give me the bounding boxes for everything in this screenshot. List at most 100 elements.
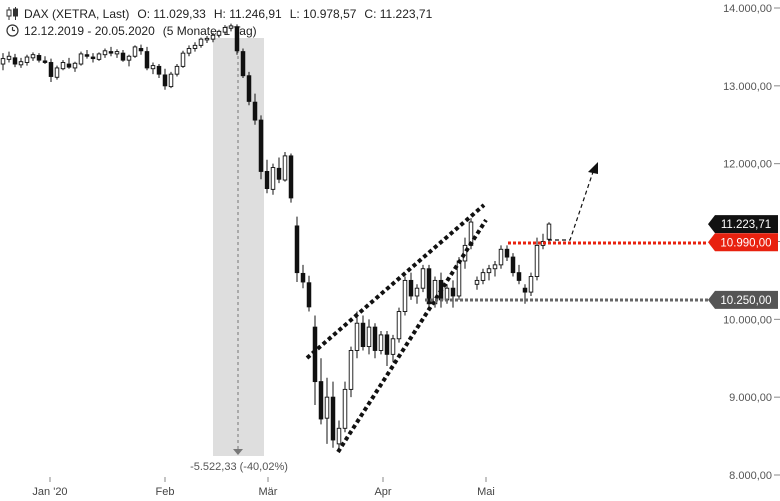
candle[interactable] <box>480 268 486 285</box>
candle[interactable] <box>324 377 330 444</box>
clock-icon[interactable] <box>6 24 19 37</box>
candle[interactable] <box>378 331 384 355</box>
candle[interactable] <box>18 57 24 68</box>
candle[interactable] <box>36 53 42 63</box>
candle[interactable] <box>426 264 432 308</box>
candle[interactable] <box>228 23 234 32</box>
candle[interactable] <box>384 331 390 367</box>
price-box[interactable]: 10.250,00 <box>708 290 778 309</box>
candle[interactable] <box>120 50 126 62</box>
candle[interactable] <box>504 245 510 261</box>
candle[interactable] <box>168 71 174 89</box>
candle[interactable] <box>252 93 258 125</box>
candle[interactable] <box>270 163 276 195</box>
candle-body <box>402 279 408 312</box>
candle-body <box>204 37 210 41</box>
candle-body <box>174 65 180 75</box>
candle[interactable] <box>66 57 72 69</box>
candle[interactable] <box>102 48 108 58</box>
candle[interactable] <box>144 46 150 71</box>
candle[interactable] <box>126 54 132 67</box>
candle[interactable] <box>300 264 306 289</box>
candle[interactable] <box>234 24 240 55</box>
candle[interactable] <box>450 280 456 308</box>
candle[interactable] <box>90 53 96 63</box>
candle[interactable] <box>516 264 522 285</box>
candle-body <box>234 26 240 52</box>
candle[interactable] <box>288 153 294 203</box>
candle[interactable] <box>96 52 102 61</box>
candle[interactable] <box>330 381 336 448</box>
candle[interactable] <box>24 54 30 66</box>
candle[interactable] <box>42 56 48 65</box>
candle[interactable] <box>264 159 270 194</box>
candle[interactable] <box>372 323 378 359</box>
candle[interactable] <box>222 25 228 35</box>
candle[interactable] <box>156 64 162 79</box>
candle[interactable] <box>60 60 66 71</box>
candle[interactable] <box>54 65 60 80</box>
candle[interactable] <box>6 51 12 63</box>
candle[interactable] <box>318 358 324 425</box>
candle[interactable] <box>306 275 312 312</box>
candle[interactable] <box>258 115 264 180</box>
candle[interactable] <box>30 52 36 61</box>
candlestick-icon[interactable] <box>6 7 19 20</box>
candle[interactable] <box>534 237 540 281</box>
candle[interactable] <box>180 50 186 68</box>
candle[interactable] <box>360 315 366 351</box>
candle[interactable] <box>114 49 120 58</box>
candle[interactable] <box>486 264 492 281</box>
candle[interactable] <box>390 334 396 363</box>
candle[interactable] <box>162 68 168 90</box>
candle[interactable] <box>108 46 114 57</box>
candle[interactable] <box>198 37 204 48</box>
y-tick-label: 9.000,00 <box>729 392 772 404</box>
price-box-shape <box>708 290 778 309</box>
candle[interactable] <box>150 62 156 75</box>
candle[interactable] <box>420 264 426 293</box>
candle[interactable] <box>462 237 468 269</box>
candle[interactable] <box>342 381 348 433</box>
price-box[interactable]: 11.223,71 <box>708 215 778 234</box>
wedge-upper-line[interactable] <box>305 203 486 360</box>
candle[interactable] <box>216 29 222 38</box>
candle[interactable] <box>0 53 6 71</box>
candle[interactable] <box>174 64 180 77</box>
candle[interactable] <box>498 245 504 269</box>
candle[interactable] <box>210 32 216 43</box>
candle[interactable] <box>402 276 408 316</box>
candle[interactable] <box>294 216 300 282</box>
candle[interactable] <box>408 272 414 300</box>
candle[interactable] <box>84 50 90 59</box>
wedge-lower-line[interactable] <box>336 218 488 454</box>
candle[interactable] <box>414 284 420 304</box>
candle[interactable] <box>138 44 144 55</box>
candle[interactable] <box>366 319 372 355</box>
candle[interactable] <box>72 61 78 72</box>
candle[interactable] <box>276 157 282 184</box>
candle[interactable] <box>396 307 402 343</box>
candle[interactable] <box>312 315 318 405</box>
candle[interactable] <box>492 260 498 277</box>
candle-body <box>306 282 312 308</box>
candle[interactable] <box>204 36 210 44</box>
candle[interactable] <box>354 311 360 359</box>
candle[interactable] <box>282 151 288 182</box>
projection-line[interactable] <box>548 171 594 241</box>
candle[interactable] <box>78 51 84 66</box>
candle[interactable] <box>528 272 534 296</box>
candle[interactable] <box>48 58 54 82</box>
candle[interactable] <box>336 420 342 452</box>
candle[interactable] <box>510 253 516 277</box>
candle[interactable] <box>474 276 480 290</box>
candle[interactable] <box>348 346 354 398</box>
candle[interactable] <box>186 45 192 57</box>
candle[interactable] <box>192 42 198 52</box>
price-box[interactable]: 10.990,00 <box>708 233 778 252</box>
candle[interactable] <box>132 45 138 58</box>
candle[interactable] <box>246 71 252 106</box>
candle[interactable] <box>12 53 18 68</box>
candle[interactable] <box>240 48 246 79</box>
